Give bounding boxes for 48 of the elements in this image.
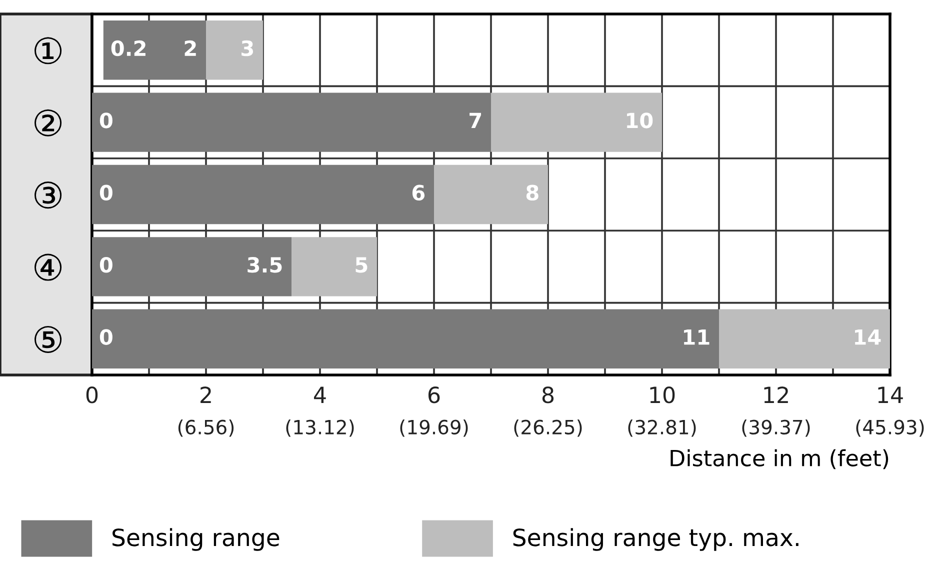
y-tick-label: ② (34, 109, 62, 136)
annotation: 7 (470, 112, 482, 128)
x-axis-title: Distance in m (feet) (670, 449, 888, 470)
annotation: 3.5 (248, 256, 282, 273)
x-tick-label: 0 (86, 386, 98, 404)
annotation: 0 (100, 329, 112, 345)
bar (92, 237, 292, 296)
bar (719, 309, 890, 368)
annotation: 0 (100, 256, 112, 273)
annotation: 5 (356, 257, 368, 273)
bar (206, 20, 263, 80)
bar (92, 309, 719, 368)
text: (26.25) (514, 419, 582, 437)
annotation: 10 (627, 112, 653, 128)
y-tick-label: ③ (34, 182, 62, 209)
x-tick-label: 2 (200, 386, 211, 403)
annotation: 2 (184, 40, 196, 56)
x-tick-label: 10 (650, 386, 675, 404)
bar (92, 164, 434, 224)
y-tick-label: ⑤ (34, 326, 62, 353)
y-tick-label: ① (34, 37, 62, 64)
legend-label: Sensing range (112, 528, 280, 551)
bar (103, 20, 206, 80)
annotation: 14 (855, 329, 881, 345)
annotation: 0 (100, 112, 112, 128)
text: (39.37) (742, 419, 810, 437)
y-tick-label: ④ (34, 254, 62, 281)
text: (13.12) (286, 419, 354, 437)
x-tick-label: 6 (428, 386, 440, 404)
text: (32.81) (628, 419, 696, 437)
bar (92, 92, 491, 152)
annotation: 6 (412, 184, 425, 201)
x-tick-label: 12 (764, 386, 788, 403)
bar (434, 164, 548, 224)
x-tick-label: 4 (314, 386, 326, 403)
annotation: 8 (526, 184, 538, 201)
text: (19.69) (400, 419, 468, 437)
x-tick-label: 8 (542, 386, 554, 404)
annotation: 3 (242, 40, 254, 56)
annotation: 11 (684, 329, 710, 345)
x-tick-label: 14 (878, 386, 903, 403)
text: (45.93) (856, 419, 924, 437)
annotation: 0 (100, 184, 112, 201)
bar (292, 237, 377, 296)
legend-label: Sensing range typ. max. (513, 528, 798, 551)
annotation: 0.2 (111, 40, 146, 56)
bar (491, 92, 662, 152)
text: (6.56) (178, 419, 234, 437)
